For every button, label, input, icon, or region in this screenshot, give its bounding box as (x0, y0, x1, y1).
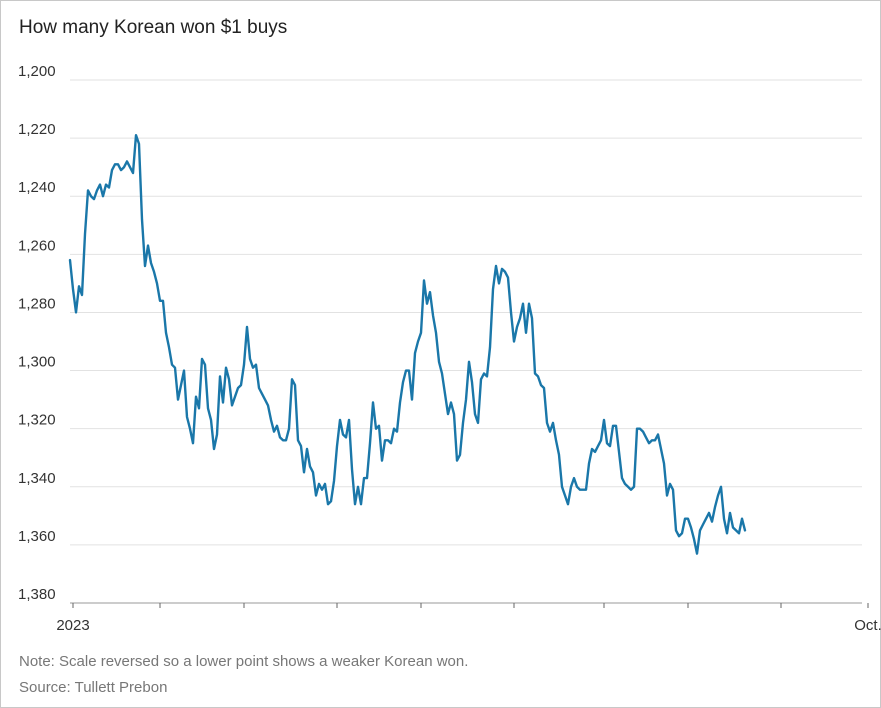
x-tick-label: 2023 (56, 617, 89, 634)
chart-source: Source: Tullett Prebon (19, 679, 168, 696)
chart-note: Note: Scale reversed so a lower point sh… (19, 653, 469, 670)
y-tick-label: 1,300 (18, 354, 56, 371)
gridlines (70, 79, 862, 546)
y-tick-label: 1,380 (18, 586, 56, 603)
y-tick-label: 1,360 (18, 528, 56, 545)
series-layer (68, 133, 747, 555)
y-tick-label: 1,220 (18, 121, 56, 138)
x-axis: 2023 Oct. (56, 602, 881, 634)
y-axis-labels: 1,200 1,220 1,240 1,260 1,280 1,300 1,320 1,340… (18, 63, 56, 603)
y-tick-label: 1,260 (18, 237, 56, 254)
y-tick-label: 1,340 (18, 470, 56, 487)
y-tick-label: 1,280 (18, 295, 56, 312)
chart-title: How many Korean won $1 buys (19, 17, 288, 38)
y-tick-label: 1,200 (18, 63, 56, 80)
y-tick-label: 1,240 (18, 179, 56, 196)
y-tick-label: 1,320 (18, 412, 56, 429)
series-line-0 (68, 133, 747, 555)
x-tick-label: Oct. (854, 617, 881, 634)
